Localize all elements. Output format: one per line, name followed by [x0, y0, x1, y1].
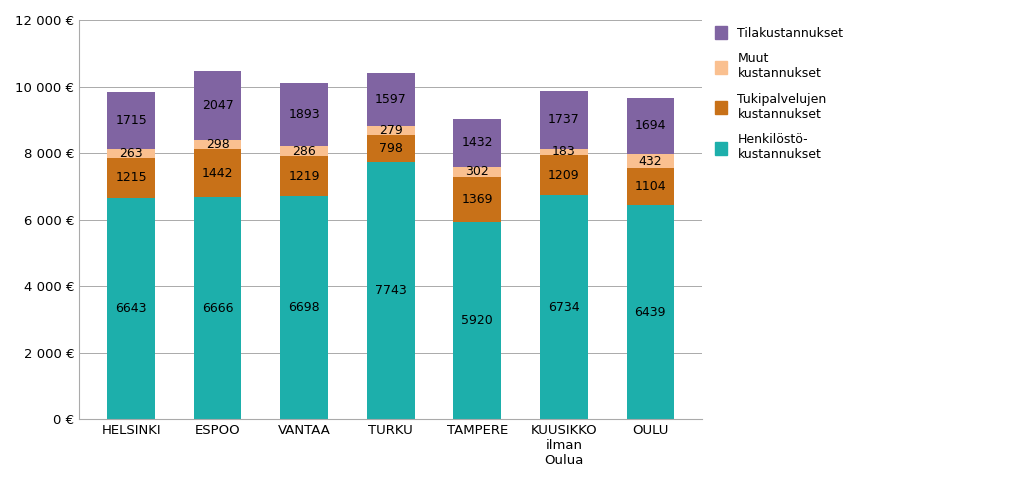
Bar: [108, 158, 155, 198]
Bar: [367, 126, 415, 135]
Text: 6734: 6734: [548, 301, 580, 314]
Bar: [540, 149, 588, 155]
Bar: [627, 154, 674, 168]
Bar: [108, 149, 155, 158]
Text: 1369: 1369: [462, 193, 493, 206]
Text: 286: 286: [292, 145, 316, 158]
Bar: [108, 198, 155, 419]
Bar: [281, 83, 328, 147]
Text: 7743: 7743: [375, 284, 407, 297]
Legend: Tilakustannukset, Muut
kustannukset, Tukipalvelujen
kustannukset, Henkilöstö-
ku: Tilakustannukset, Muut kustannukset, Tuk…: [715, 26, 844, 161]
Text: 1893: 1893: [289, 108, 321, 121]
Text: 1219: 1219: [289, 170, 319, 183]
Bar: [194, 198, 242, 419]
Text: 1209: 1209: [548, 169, 580, 182]
Bar: [627, 168, 674, 205]
Bar: [454, 177, 501, 222]
Text: 6698: 6698: [289, 301, 321, 314]
Text: 263: 263: [120, 147, 143, 160]
Bar: [367, 73, 415, 126]
Bar: [367, 135, 415, 161]
Bar: [627, 205, 674, 419]
Text: 298: 298: [206, 138, 229, 151]
Text: 302: 302: [465, 165, 489, 178]
Bar: [454, 119, 501, 167]
Text: 279: 279: [379, 124, 402, 137]
Text: 1737: 1737: [548, 113, 580, 126]
Bar: [540, 91, 588, 149]
Text: 2047: 2047: [202, 99, 233, 112]
Text: 1715: 1715: [116, 114, 147, 127]
Text: 6439: 6439: [635, 306, 666, 319]
Text: 1597: 1597: [375, 93, 407, 106]
Bar: [454, 167, 501, 177]
Bar: [454, 222, 501, 419]
Text: 798: 798: [379, 142, 402, 155]
Text: 1215: 1215: [116, 172, 146, 185]
Text: 5920: 5920: [462, 314, 494, 327]
Text: 1442: 1442: [202, 167, 233, 180]
Bar: [627, 97, 674, 154]
Text: 6643: 6643: [116, 302, 146, 315]
Bar: [194, 71, 242, 140]
Bar: [540, 155, 588, 195]
Text: 432: 432: [639, 155, 663, 168]
Bar: [281, 156, 328, 196]
Text: 1694: 1694: [635, 119, 666, 132]
Bar: [281, 196, 328, 419]
Bar: [281, 147, 328, 156]
Bar: [194, 140, 242, 149]
Bar: [194, 149, 242, 198]
Text: 1104: 1104: [635, 180, 667, 193]
Bar: [367, 161, 415, 419]
Bar: [108, 92, 155, 149]
Text: 183: 183: [552, 146, 575, 159]
Text: 6666: 6666: [202, 302, 233, 315]
Bar: [540, 195, 588, 419]
Text: 1432: 1432: [462, 136, 493, 149]
